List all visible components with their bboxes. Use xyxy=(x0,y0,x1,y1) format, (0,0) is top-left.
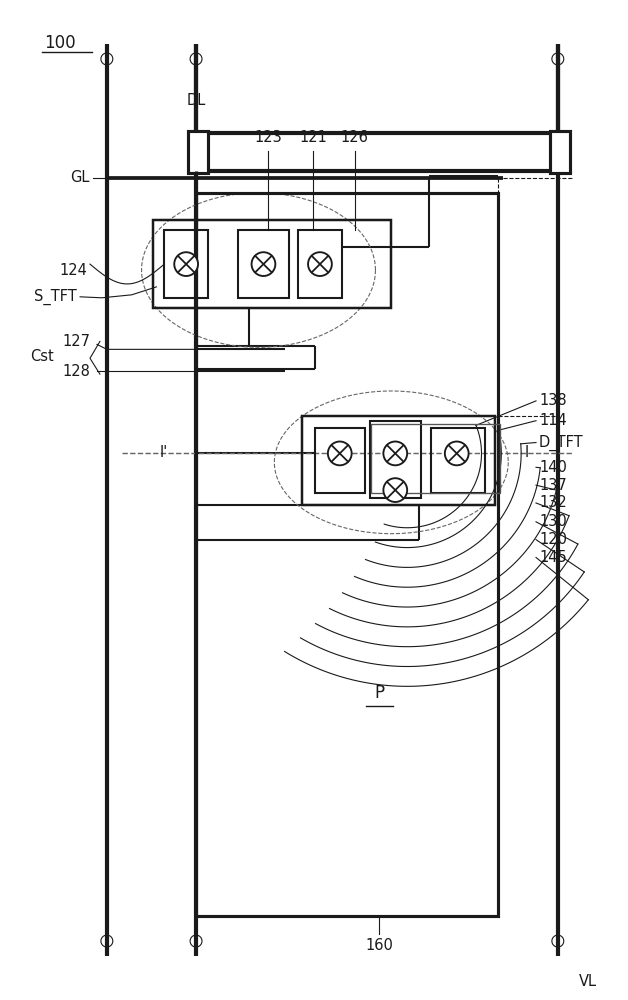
Text: 160: 160 xyxy=(365,938,393,953)
Bar xyxy=(298,230,342,298)
Text: 124: 124 xyxy=(59,263,87,278)
Text: I: I xyxy=(525,445,529,460)
Bar xyxy=(550,131,570,173)
Text: 126: 126 xyxy=(341,130,369,145)
Text: 121: 121 xyxy=(299,130,327,145)
Text: S_TFT: S_TFT xyxy=(35,289,77,305)
Text: 114: 114 xyxy=(539,413,566,428)
Bar xyxy=(315,428,364,493)
Bar xyxy=(153,220,391,308)
Bar xyxy=(196,133,558,171)
Bar xyxy=(237,230,290,298)
Text: GL: GL xyxy=(70,170,90,185)
Text: 137: 137 xyxy=(539,478,566,493)
Circle shape xyxy=(174,252,198,276)
Bar xyxy=(302,416,495,505)
Circle shape xyxy=(445,442,468,465)
Text: 145: 145 xyxy=(539,550,566,565)
Text: D_TFT: D_TFT xyxy=(539,434,583,451)
Text: 100: 100 xyxy=(45,34,76,52)
Text: 130: 130 xyxy=(539,514,566,529)
Circle shape xyxy=(252,252,275,276)
Text: DL: DL xyxy=(187,93,206,108)
Text: I': I' xyxy=(160,445,168,460)
Text: 120: 120 xyxy=(539,532,567,547)
Text: Cst: Cst xyxy=(31,349,54,364)
Text: 132: 132 xyxy=(539,495,566,510)
Text: 140: 140 xyxy=(539,460,567,475)
Text: VL: VL xyxy=(578,974,597,989)
Text: 123: 123 xyxy=(254,130,282,145)
Circle shape xyxy=(328,442,352,465)
Text: 128: 128 xyxy=(62,364,90,379)
Bar xyxy=(369,421,421,498)
Bar xyxy=(431,428,485,493)
Bar xyxy=(196,193,499,916)
Text: P: P xyxy=(374,684,384,702)
Text: 127: 127 xyxy=(62,334,90,349)
Bar xyxy=(165,230,208,298)
Bar xyxy=(188,131,208,173)
Text: 138: 138 xyxy=(539,393,566,408)
Circle shape xyxy=(383,478,407,502)
Bar xyxy=(372,424,501,493)
Circle shape xyxy=(308,252,332,276)
Circle shape xyxy=(383,442,407,465)
